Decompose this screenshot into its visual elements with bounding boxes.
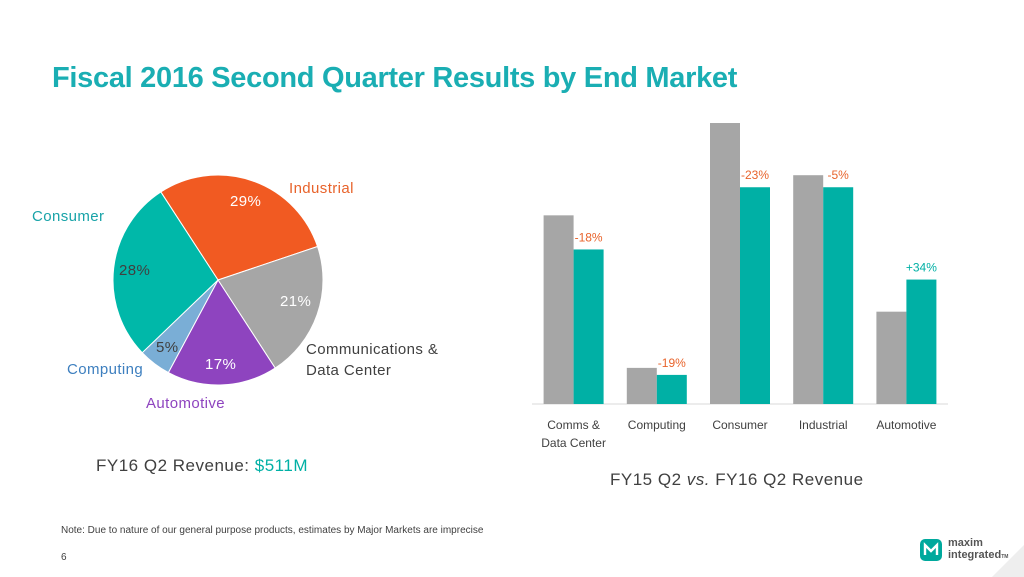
bar-fy16-industrial: [823, 187, 854, 404]
bar-change-label-industrial: -5%: [828, 168, 850, 182]
bar-change-label-comms-data-center: -18%: [575, 230, 603, 244]
revenue-value: $511M: [254, 456, 308, 475]
x-tick-label-automotive: Automotive: [876, 418, 936, 432]
pie-pct-automotive: 17%: [205, 356, 237, 373]
footnote: Note: Due to nature of our general purpo…: [61, 525, 484, 536]
bar-fy15-industrial: [793, 175, 824, 404]
bar-fy15-computing: [626, 367, 657, 404]
maxim-logo: maxim integratedTM: [920, 537, 1015, 565]
x-tick-label-comms-data-center-line2: Data Center: [541, 436, 606, 450]
pie-slice-consumer: [112, 191, 219, 354]
page-curl-decoration: [992, 545, 1024, 577]
bar-change-label-computing: -19%: [658, 356, 686, 370]
pie-slice-automotive: [167, 279, 276, 386]
pie-label-computing: Computing: [67, 361, 144, 378]
slide-title: Fiscal 2016 Second Quarter Results by En…: [52, 62, 738, 94]
x-tick-label-comms-data-center: Comms &: [547, 418, 600, 432]
bar-chart-caption: FY15 Q2 vs. FY16 Q2 Revenue: [610, 470, 864, 490]
pie-pct-consumer: 28%: [119, 262, 151, 279]
pie-label-industrial: Industrial: [289, 180, 354, 197]
pie-pct-computing: 5%: [156, 339, 179, 356]
pie-label-automotive: Automotive: [146, 395, 226, 412]
bar-fy15-consumer: [710, 123, 740, 404]
pie-slice-industrial: [160, 174, 319, 281]
bar-fy16-comms-data-center: [573, 249, 604, 404]
maxim-logo-mark: [920, 539, 942, 561]
page-number: 6: [61, 552, 67, 563]
bar-change-label-automotive: +34%: [906, 261, 937, 275]
maxim-logo-text: maxim integratedTM: [948, 537, 1008, 563]
bar-fy15-automotive: [876, 311, 907, 404]
bar-caption-prefix: FY15 Q2: [610, 470, 687, 489]
bar-fy16-computing: [656, 374, 687, 404]
x-tick-label-consumer: Consumer: [712, 418, 767, 432]
bar-fy16-automotive: [906, 279, 937, 404]
pie-label-communications-line1: Communications &: [306, 341, 439, 358]
pie-label-communications: Communications & Data Center: [306, 339, 438, 381]
bar-caption-suffix: FY16 Q2 Revenue: [710, 470, 864, 489]
revenue-label: FY16 Q2 Revenue:: [96, 456, 255, 475]
x-tick-label-industrial: Industrial: [799, 418, 848, 432]
pie-pct-industrial: 29%: [230, 193, 262, 210]
pie-label-consumer: Consumer: [32, 208, 105, 225]
pie-pct-communications: 21%: [280, 293, 312, 310]
revenue-summary: FY16 Q2 Revenue: $511M: [96, 456, 308, 476]
bar-caption-vs: vs.: [686, 470, 710, 489]
maxim-logo-line1: maxim: [948, 537, 983, 549]
x-tick-label-computing: Computing: [628, 418, 686, 432]
pie-slice-communications-data-center: [217, 245, 324, 369]
maxim-logo-line2: integrated: [948, 549, 1002, 561]
bar-fy16-consumer: [740, 187, 770, 404]
maxim-logo-glyph: [923, 542, 939, 555]
bar-change-label-consumer: -23%: [741, 168, 769, 182]
bar-fy15-comms-data-center: [543, 215, 574, 404]
pie-label-communications-line2: Data Center: [306, 362, 392, 379]
